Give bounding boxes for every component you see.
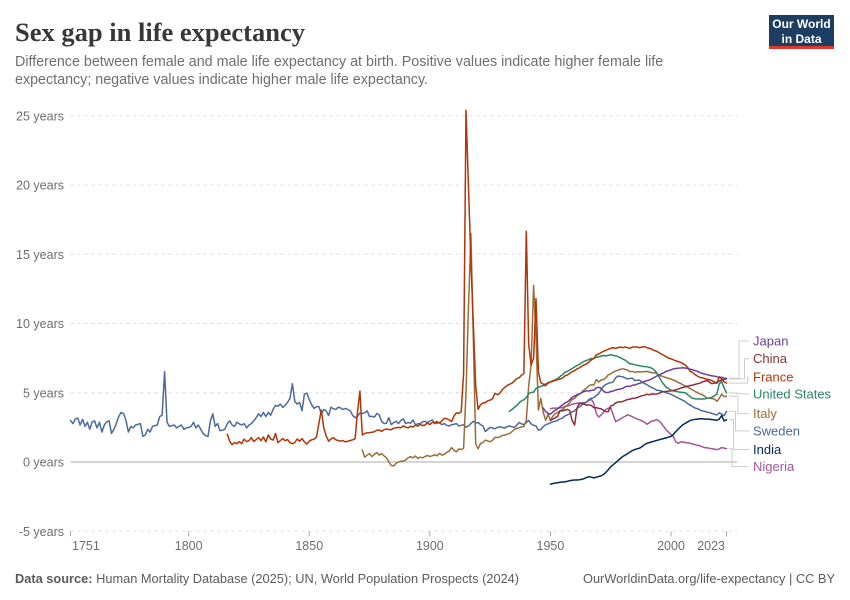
data-source-note: Data source: Human Mortality Database (2… <box>15 571 519 586</box>
x-axis-tick-label: 2023 <box>697 539 725 553</box>
owid-logo: Our World in Data <box>769 15 834 49</box>
label-leader-line <box>728 392 750 395</box>
owid-logo-line2: in Data <box>781 32 822 46</box>
series-label-japan[interactable]: Japan <box>753 334 788 349</box>
x-axis-tick-label: 1751 <box>72 539 100 553</box>
owid-logo-line1: Our World <box>772 17 831 31</box>
x-axis-tick-label: 1900 <box>416 539 444 553</box>
label-leader-line <box>729 358 749 380</box>
series-label-sweden[interactable]: Sweden <box>753 423 800 438</box>
y-axis-tick-label: 15 years <box>16 248 64 262</box>
data-source-text: Human Mortality Database (2025); UN, Wor… <box>96 570 520 586</box>
x-axis-tick-label: 1950 <box>537 539 565 553</box>
series-line-sweden[interactable] <box>69 370 728 438</box>
chart-subtitle-line2: expectancy; negative values indicate hig… <box>15 72 428 88</box>
y-axis-tick-label: 20 years <box>16 179 64 193</box>
series-label-italy[interactable]: Italy <box>753 406 777 421</box>
x-axis-tick-label: 1800 <box>175 539 203 553</box>
series-label-france[interactable]: France <box>753 370 793 385</box>
series-line-china[interactable] <box>549 378 728 426</box>
label-leader-line <box>729 410 749 432</box>
series-label-united-states[interactable]: United States <box>753 387 832 402</box>
series-line-italy[interactable] <box>361 232 728 467</box>
y-axis-tick-label: 10 years <box>16 317 64 331</box>
y-axis-tick-label: 5 years <box>23 386 64 400</box>
label-leader-line <box>729 448 749 468</box>
data-source-label: Data source: <box>15 570 93 586</box>
series-line-japan[interactable] <box>542 367 728 415</box>
series-label-china[interactable]: China <box>753 351 788 366</box>
series-line-france[interactable] <box>226 109 728 446</box>
chart-subtitle-line1: Difference between female and male life … <box>15 54 664 70</box>
x-axis-tick-label: 2000 <box>657 539 685 553</box>
chart-title: Sex gap in life expectancy <box>15 17 305 47</box>
label-leader-line <box>729 395 749 415</box>
y-axis-tick-label: 0 years <box>23 456 64 470</box>
label-leader-line <box>729 340 749 379</box>
y-axis-tick-label: 25 years <box>16 109 64 123</box>
label-leader-line <box>729 376 749 384</box>
series-label-india[interactable]: India <box>753 442 782 457</box>
series-line-india[interactable] <box>549 414 728 485</box>
label-leader-line <box>729 419 749 450</box>
chart-canvas: -5 years 0 years 5 years 10 years 15 years 20… <box>16 109 832 553</box>
series-line-united-states[interactable] <box>508 353 728 413</box>
chart-subtitle: Difference between female and male life … <box>15 53 663 89</box>
owid-citation-link[interactable]: OurWorldinData.org/life-expectancy | CC … <box>582 570 835 586</box>
x-axis-tick-label: 1850 <box>295 539 323 553</box>
series-label-nigeria[interactable]: Nigeria <box>753 459 795 474</box>
y-axis-tick-label: -5 years <box>19 525 64 539</box>
